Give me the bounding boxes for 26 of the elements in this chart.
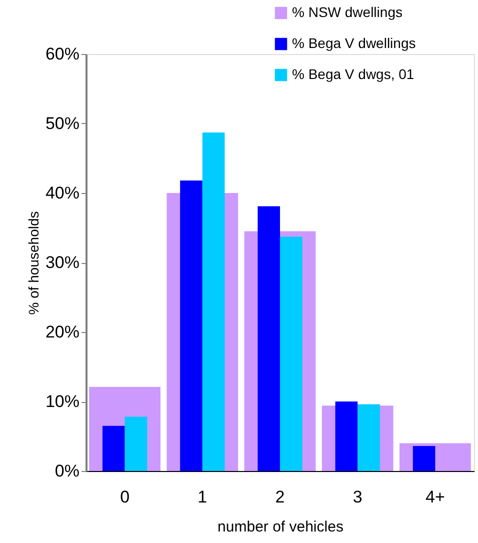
x-tick-label: 0: [120, 488, 130, 506]
x-tick-label: 4+: [426, 488, 445, 506]
bar: [202, 132, 225, 471]
x-tick-label: 3: [352, 488, 362, 506]
bar: [180, 180, 202, 471]
y-tick-label: 0%: [54, 462, 80, 480]
y-axis-title: % of households: [25, 211, 42, 315]
bar: [102, 426, 125, 471]
y-tick-label: 10%: [45, 392, 80, 411]
y-tick-label: 40%: [45, 184, 80, 202]
bar: [335, 402, 358, 471]
y-tick-label: 60%: [45, 44, 80, 64]
y-tick-label: 20%: [45, 322, 80, 342]
legend-label: % NSW dwellings: [292, 4, 402, 20]
legend-label: % Bega V dwellings: [292, 35, 416, 51]
bar: [358, 404, 380, 471]
y-tick-label: 50%: [45, 114, 80, 133]
bar: [280, 236, 302, 471]
y-tick-label: 30%: [45, 253, 80, 272]
x-tick-label: 1: [198, 488, 208, 506]
legend-label: % Bega V dwgs, 01: [292, 66, 414, 82]
bar: [258, 206, 280, 471]
x-axis-title: number of vehicles: [218, 518, 344, 536]
bar: [124, 416, 148, 471]
x-tick-label: 2: [275, 488, 285, 506]
bar: [412, 446, 436, 471]
